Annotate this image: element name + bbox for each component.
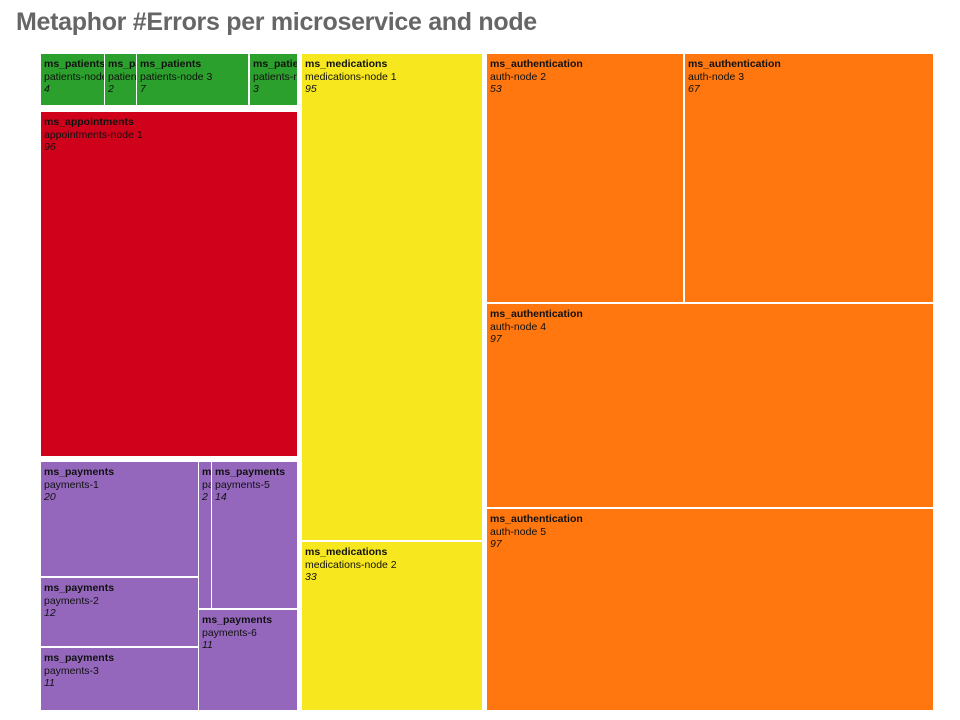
node-name: payments-5 [215, 478, 270, 491]
node-name: payments-2 [44, 594, 99, 607]
node-name: patients-node 3 [140, 70, 213, 83]
treemap-cell-authentication-1[interactable]: ms_authentication auth-node 2 53 [487, 54, 683, 302]
treemap-cell-medications-2[interactable]: ms_medications medications-node 2 33 [302, 542, 482, 710]
node-name: patients-node 2 [108, 70, 136, 83]
error-count: 11 [44, 677, 55, 689]
error-count: 7 [140, 83, 146, 95]
error-count: 95 [305, 83, 317, 95]
error-count: 11 [202, 639, 213, 651]
cell-label: ms_authentication auth-node 3 67 [688, 58, 781, 96]
node-name: auth-node 5 [490, 525, 547, 538]
service-name: ms_authentication [490, 513, 583, 525]
error-count: 67 [688, 83, 700, 95]
treemap-cell-payments-3[interactable]: ms_payments payments-3 11 [41, 648, 198, 710]
cell-label: ms_medications medications-node 2 33 [305, 546, 397, 584]
node-name: appointments-node 1 [44, 128, 143, 141]
service-name: ms_authentication [688, 58, 781, 70]
error-count: 12 [44, 607, 56, 619]
cell-label: ms_appointments appointments-node 1 96 [44, 116, 143, 154]
node-name: medications-node 1 [305, 70, 397, 83]
service-name: ms_authentication [490, 58, 583, 70]
error-count: 2 [108, 83, 114, 95]
cell-label: ms_authentication auth-node 4 97 [490, 308, 583, 346]
node-name: patients-node 1 [44, 70, 104, 83]
cell-label: ms_payments payments-5 14 [215, 466, 285, 504]
treemap-cell-payments-6[interactable]: ms_payments payments-6 11 [199, 610, 297, 710]
node-name: auth-node 3 [688, 70, 745, 83]
cell-label: ms_authentication auth-node 5 97 [490, 513, 583, 551]
error-count: 96 [44, 141, 56, 153]
service-name: ms_patients [253, 58, 297, 70]
node-name: payments-1 [44, 478, 99, 491]
node-name: auth-node 4 [490, 320, 547, 333]
cell-label: ms_medications medications-node 1 95 [305, 58, 397, 96]
error-count: 20 [44, 491, 56, 503]
error-count: 97 [490, 333, 502, 345]
service-name: ms_payments [202, 466, 211, 478]
cell-label: ms_payments payments-1 20 [44, 466, 114, 504]
error-count: 97 [490, 538, 502, 550]
service-name: ms_medications [305, 58, 388, 70]
service-name: ms_medications [305, 546, 388, 558]
node-name: payments-6 [202, 626, 257, 639]
service-name: ms_patients [140, 58, 202, 70]
chart-title: Metaphor #Errors per microservice and no… [16, 8, 537, 36]
cell-label: ms_authentication auth-node 2 53 [490, 58, 583, 96]
service-name: ms_appointments [44, 116, 134, 128]
treemap-cell-appointments-1[interactable]: ms_appointments appointments-node 1 96 [41, 112, 297, 456]
node-name: patients-node 4 [253, 70, 297, 83]
error-count: 14 [215, 491, 227, 503]
error-count: 33 [305, 571, 317, 583]
treemap-cell-authentication-3[interactable]: ms_authentication auth-node 4 97 [487, 304, 933, 507]
treemap-cell-authentication-4[interactable]: ms_authentication auth-node 5 97 [487, 509, 933, 710]
service-name: ms_authentication [490, 308, 583, 320]
cell-label: ms_payments payments-3 11 [44, 652, 114, 690]
treemap-cell-payments-1[interactable]: ms_payments payments-1 20 [41, 462, 198, 576]
error-count: 2 [202, 491, 208, 503]
error-count: 4 [44, 83, 50, 95]
node-name: payments-3 [44, 664, 99, 677]
service-name: ms_patients [44, 58, 104, 70]
error-count: 53 [490, 83, 502, 95]
treemap-cell-medications-1[interactable]: ms_medications medications-node 1 95 [302, 54, 482, 540]
node-name: medications-node 2 [305, 558, 397, 571]
cell-label: ms_payments payments-2 12 [44, 582, 114, 620]
cell-label: ms_payments payments-6 11 [202, 614, 272, 652]
service-name: ms_payments [215, 466, 286, 478]
treemap-cell-payments-5[interactable]: ms_payments payments-5 14 [212, 462, 297, 608]
service-name: ms_payments [44, 466, 115, 478]
treemap-cell-authentication-2[interactable]: ms_authentication auth-node 3 67 [685, 54, 933, 302]
service-name: ms_payments [44, 652, 115, 664]
treemap-cell-payments-2[interactable]: ms_payments payments-2 12 [41, 578, 198, 646]
error-count: 3 [253, 83, 259, 95]
service-name: ms_payments [44, 582, 115, 594]
node-name: auth-node 2 [490, 70, 547, 83]
service-name: ms_payments [202, 614, 273, 626]
service-name: ms_patients [108, 58, 136, 70]
node-name: payments-4 [202, 478, 211, 491]
